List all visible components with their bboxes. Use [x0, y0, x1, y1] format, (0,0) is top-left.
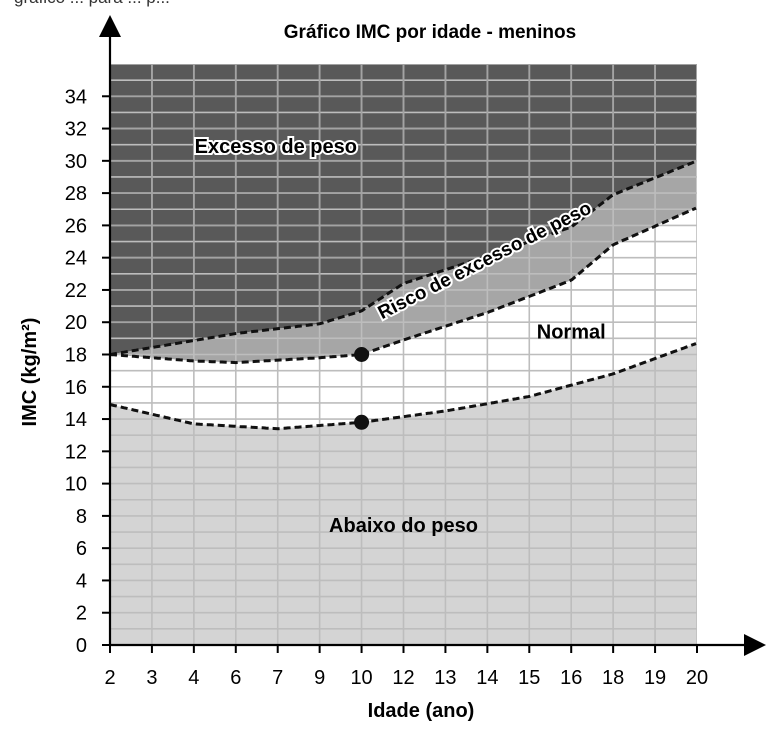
x-tick-label: 6	[230, 667, 241, 689]
y-tick-label: 20	[65, 312, 87, 334]
region-normal	[110, 208, 696, 429]
y-tick-label: 28	[65, 183, 87, 205]
y-tick-label: 22	[65, 280, 87, 302]
region-label: Excesso de peso	[195, 136, 357, 158]
y-tick-label: 6	[76, 538, 87, 560]
y-tick-label: 30	[65, 151, 87, 173]
x-tick-label: 3	[146, 667, 157, 689]
x-tick-label: 7	[272, 667, 283, 689]
chart-title: Gráfico IMC por idade - meninos	[284, 22, 576, 43]
x-tick-label: 13	[434, 667, 456, 689]
y-tick-label: 2	[76, 603, 87, 625]
x-tick-label: 19	[644, 667, 666, 689]
x-tick-label: 20	[686, 667, 708, 689]
y-tick-label: 8	[76, 506, 87, 528]
cropped-caption: gráfico ... para ... p...	[14, 0, 170, 8]
y-tick-label: 14	[65, 409, 87, 431]
y-tick-label: 34	[65, 86, 87, 108]
y-tick-label: 26	[65, 215, 87, 237]
y-tick-label: 18	[65, 345, 87, 367]
x-tick-label: 15	[518, 667, 540, 689]
x-tick-label: 2	[104, 667, 115, 689]
x-tick-label: 18	[602, 667, 624, 689]
data-point	[354, 414, 370, 430]
curve-lower	[110, 342, 697, 431]
x-tick-label: 12	[392, 667, 414, 689]
x-tick-label: 9	[314, 667, 325, 689]
x-tick-label: 16	[560, 667, 582, 689]
curve-middle	[110, 206, 697, 365]
region-label: Normal	[537, 321, 606, 343]
x-tick-label: 4	[188, 667, 199, 689]
grid-dark	[110, 64, 697, 355]
y-tick-label: 0	[76, 635, 87, 657]
plot-area	[110, 64, 697, 645]
x-tick-label: 10	[350, 667, 372, 689]
y-tick-label: 10	[65, 474, 87, 496]
y-tick-label: 4	[76, 570, 87, 592]
y-tick-label: 12	[65, 441, 87, 463]
curve-upper	[110, 159, 697, 356]
x-tick-label: 14	[476, 667, 498, 689]
data-point	[354, 347, 370, 362]
x-axis-label: Idade (ano)	[368, 700, 475, 722]
y-axis-label: IMC (kg/m²)	[19, 318, 41, 427]
region-label: Abaixo do peso	[329, 515, 478, 537]
y-tick-label: 16	[65, 377, 87, 399]
y-tick-label: 32	[65, 119, 87, 141]
y-tick-label: 24	[65, 248, 87, 270]
